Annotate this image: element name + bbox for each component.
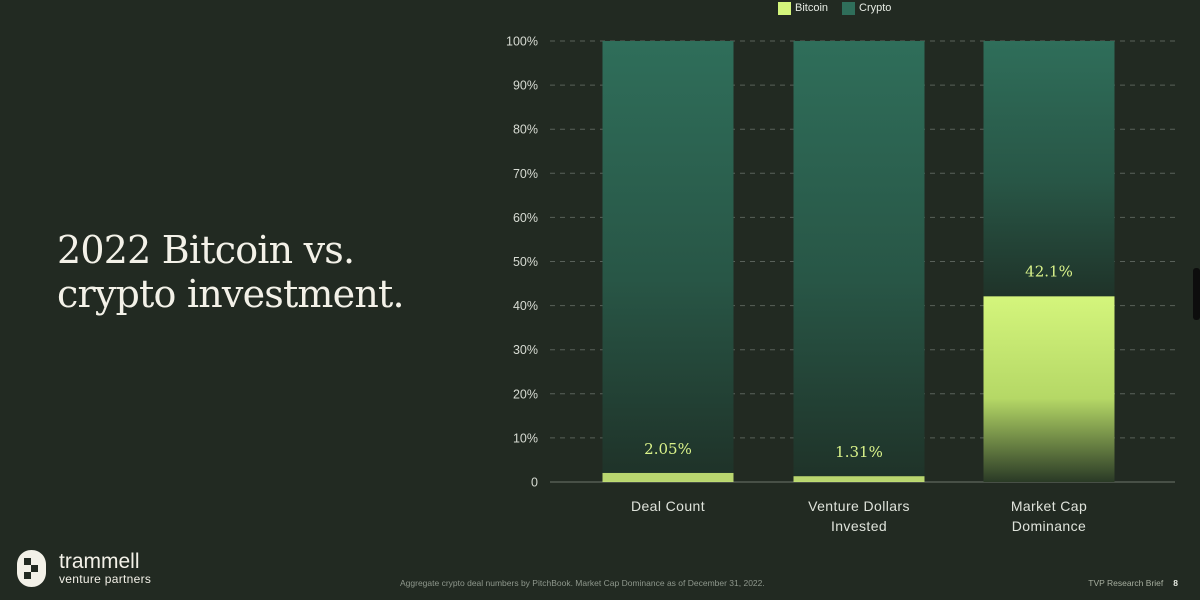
brand-name: trammell	[59, 550, 140, 573]
y-tick-label: 40%	[513, 299, 538, 313]
bar-crypto	[793, 41, 925, 477]
y-tick-label: 90%	[513, 79, 538, 93]
y-axis-ticks: 0 10% 20% 30% 40% 50% 60% 70% 80% 90% 100%	[506, 35, 538, 490]
bars	[602, 41, 1115, 482]
source-footnote: Aggregate crypto deal numbers by PitchBo…	[400, 578, 765, 588]
y-tick-label: 0	[531, 476, 538, 490]
y-tick-label: 10%	[513, 431, 538, 445]
y-tick-label: 80%	[513, 123, 538, 137]
stacked-bar-chart: 0 10% 20% 30% 40% 50% 60% 70% 80% 90% 100% 2.05% 1.…	[506, 35, 1175, 534]
legend-label-bitcoin: Bitcoin	[795, 2, 829, 14]
legend-swatch-bitcoin	[778, 1, 791, 15]
bar-crypto	[983, 41, 1115, 297]
legend-swatch-crypto	[842, 1, 856, 15]
brand-subtitle: venture partners	[59, 572, 152, 586]
data-label: 1.31%	[835, 443, 883, 461]
brand-logo: trammell venture partners	[16, 549, 151, 588]
x-tick-label: Market Cap	[1011, 498, 1087, 514]
x-tick-label: Invested	[831, 518, 887, 534]
y-tick-label: 70%	[513, 167, 538, 181]
x-tick-label: Deal Count	[631, 498, 705, 514]
scrollbar-thumb[interactable]	[1193, 268, 1200, 320]
title-line-2: crypto investment.	[57, 272, 405, 316]
data-labels: 2.05% 1.31% 42.1%	[644, 262, 1073, 461]
footer-meta: TVP Research Brief 8	[1088, 578, 1178, 588]
title-line-1: 2022 Bitcoin vs.	[57, 228, 355, 272]
x-axis-ticks: Deal Count Venture Dollars Invested Market …	[631, 498, 1087, 534]
bar-crypto	[602, 41, 734, 473]
bar-bitcoin	[602, 472, 734, 482]
research-brief-label: TVP Research Brief	[1088, 578, 1164, 588]
trammell-logo-icon	[17, 550, 46, 587]
chart-legend: Bitcoin Crypto	[778, 0, 891, 16]
y-tick-label: 30%	[513, 343, 538, 357]
x-tick-label: Venture Dollars	[808, 498, 910, 514]
page-title: 2022 Bitcoin vs. crypto investment.	[57, 228, 477, 316]
data-label: 2.05%	[644, 440, 692, 458]
bar-bitcoin	[793, 476, 925, 482]
y-tick-label: 50%	[513, 255, 538, 269]
bar-bitcoin	[983, 296, 1115, 482]
y-tick-label: 60%	[513, 211, 538, 225]
legend-item-bitcoin: Bitcoin	[778, 1, 829, 15]
y-tick-label: 100%	[506, 35, 538, 49]
legend-label-crypto: Crypto	[859, 2, 892, 14]
legend-item-crypto: Crypto	[842, 1, 892, 15]
page-number: 8	[1173, 578, 1178, 588]
y-tick-label: 20%	[513, 387, 538, 401]
x-tick-label: Dominance	[1012, 518, 1086, 534]
data-label: 42.1%	[1025, 262, 1073, 280]
